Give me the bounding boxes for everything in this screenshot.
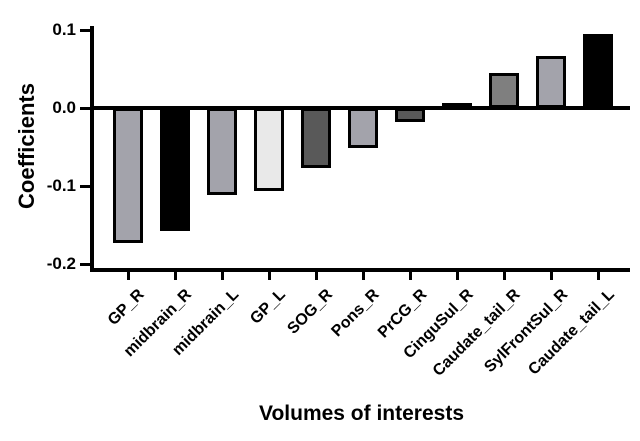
bar-midbrain_R — [160, 108, 190, 231]
x-tick — [126, 272, 130, 280]
x-tick — [549, 272, 553, 280]
x-tick-label: Pons_R — [328, 286, 384, 341]
bar-SylFrontSul_R — [536, 56, 566, 108]
y-tick — [80, 106, 90, 110]
x-tick-label: Caudate_tail_R — [430, 286, 525, 380]
bar-SOG_R — [301, 108, 331, 168]
y-tick-label: -0.2 — [46, 254, 76, 273]
x-tick — [361, 272, 365, 280]
y-tick-label: 0.0 — [52, 98, 76, 117]
x-tick-label: GP_R — [105, 286, 149, 329]
bar-GP_R — [113, 108, 143, 243]
bar-midbrain_L — [207, 108, 237, 195]
x-axis-line — [90, 268, 630, 272]
x-tick — [502, 272, 506, 280]
x-tick — [408, 272, 412, 280]
x-tick — [314, 272, 318, 280]
y-tick — [80, 184, 90, 188]
x-tick-label: GP_L — [247, 286, 290, 328]
bar-PrCG_R — [395, 108, 425, 122]
x-tick — [220, 272, 224, 280]
bar-Caudate_tail_R — [489, 73, 519, 108]
x-tick — [267, 272, 271, 280]
x-tick — [455, 272, 459, 280]
y-axis-line — [90, 26, 94, 272]
y-tick-label: -0.1 — [46, 176, 76, 195]
x-tick-label: SOG_R — [284, 286, 337, 338]
y-tick — [80, 262, 90, 266]
x-tick — [173, 272, 177, 280]
x-tick-label: SylFrontSul_R — [481, 286, 572, 376]
x-tick — [596, 272, 600, 280]
bar-Caudate_tail_L — [583, 34, 613, 108]
y-tick-label: 0.1 — [52, 20, 76, 39]
zero-baseline — [90, 106, 630, 110]
bar-Pons_R — [348, 108, 378, 148]
y-tick — [80, 28, 90, 32]
bar-GP_L — [254, 108, 284, 191]
x-tick-label: Caudate_tail_L — [525, 286, 619, 379]
x-axis-title: Volumes of interests — [259, 402, 464, 425]
